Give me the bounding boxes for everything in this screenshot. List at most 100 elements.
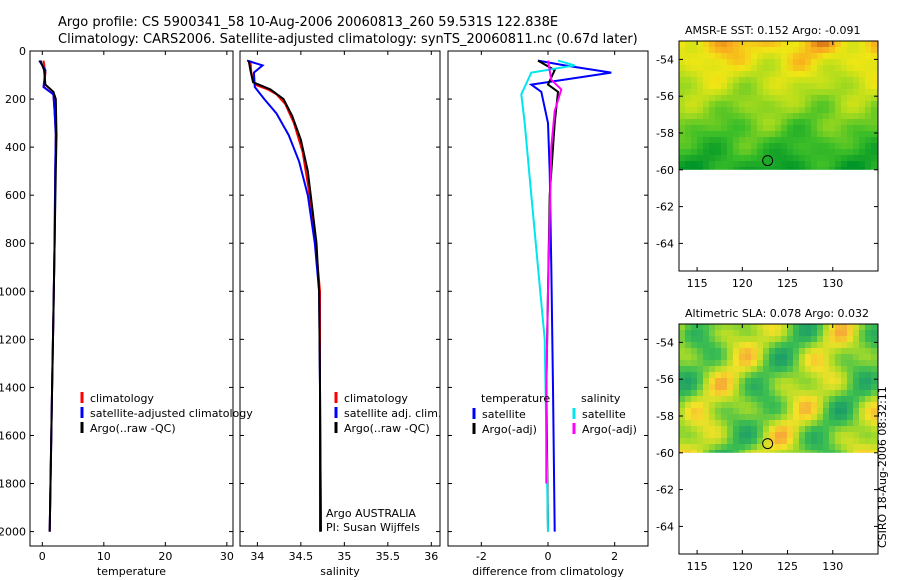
heatmap-cell: [781, 432, 787, 438]
heatmap-cell: [709, 161, 715, 167]
heatmap-cell: [745, 450, 751, 453]
heatmap-cell: [697, 354, 703, 360]
heatmap-cell: [703, 420, 709, 426]
heatmap-cell: [829, 137, 835, 143]
y-tick-label: -56: [656, 373, 674, 386]
heatmap-cell: [709, 155, 715, 161]
heatmap-cell: [685, 65, 691, 71]
heatmap-cell: [709, 354, 715, 360]
header-line-2: Climatology: CARS2006. Satellite-adjuste…: [58, 32, 638, 47]
heatmap-cell: [733, 354, 739, 360]
heatmap-cell: [859, 348, 865, 354]
heatmap-cell: [805, 65, 811, 71]
series-line: [246, 59, 321, 532]
heatmap-cell: [685, 155, 691, 161]
heatmap-cell: [679, 137, 685, 143]
heatmap-cell: [769, 149, 775, 155]
heatmap-cell: [727, 65, 733, 71]
heatmap-cell: [757, 137, 763, 143]
heatmap-cell: [763, 354, 769, 360]
heatmap-cell: [835, 119, 841, 125]
heatmap-cell: [865, 107, 871, 113]
heatmap-cell: [757, 125, 763, 131]
heatmap-cell: [757, 83, 763, 89]
heatmap-cell: [715, 77, 721, 83]
y-tick-label: 1400: [0, 381, 26, 394]
heatmap-cell: [739, 450, 745, 453]
heatmap-cell: [781, 119, 787, 125]
heatmap-cell: [739, 107, 745, 113]
heatmap-cell: [763, 131, 769, 137]
heatmap-cell: [835, 372, 841, 378]
heatmap-cell: [757, 342, 763, 348]
y-tick-label: -64: [656, 237, 674, 250]
heatmap-cell: [757, 65, 763, 71]
heatmap-cell: [865, 77, 871, 83]
heatmap-cell: [733, 83, 739, 89]
heatmap-cell: [763, 378, 769, 384]
x-tick-label: 120: [732, 560, 753, 573]
heatmap-cell: [871, 77, 877, 83]
heatmap-cell: [841, 71, 847, 77]
heatmap-cell: [715, 366, 721, 372]
heatmap-cell: [841, 444, 847, 450]
heatmap-cell: [835, 137, 841, 143]
heatmap-cell: [781, 378, 787, 384]
heatmap-cell: [751, 354, 757, 360]
heatmap-cell: [733, 402, 739, 408]
heatmap-cell: [757, 77, 763, 83]
heatmap-cell: [727, 47, 733, 53]
heatmap-cell: [697, 59, 703, 65]
heatmap-cell: [811, 53, 817, 59]
heatmap-cell: [805, 155, 811, 161]
heatmap-cell: [871, 444, 877, 450]
heatmap-cell: [865, 155, 871, 161]
heatmap-cell: [715, 137, 721, 143]
heatmap-cell: [799, 378, 805, 384]
heatmap-cell: [841, 53, 847, 59]
heatmap-cell: [751, 432, 757, 438]
heatmap-cell: [847, 360, 853, 366]
heatmap-cell: [757, 324, 763, 330]
heatmap-cell: [733, 450, 739, 453]
heatmap-cell: [751, 155, 757, 161]
heatmap-cell: [871, 360, 877, 366]
heatmap-cell: [685, 402, 691, 408]
heatmap-cell: [859, 101, 865, 107]
heatmap-cell: [847, 59, 853, 65]
x-tick-label: 130: [822, 277, 843, 290]
heatmap-cell: [679, 414, 685, 420]
heatmap-cell: [817, 53, 823, 59]
heatmap-cell: [709, 360, 715, 366]
heatmap-cell: [787, 396, 793, 402]
heatmap-cell: [871, 354, 877, 360]
heatmap-cell: [841, 83, 847, 89]
heatmap-cell: [763, 41, 769, 47]
heatmap-cell: [775, 438, 781, 444]
legend-label: climatology: [344, 392, 408, 405]
heatmap-cell: [781, 149, 787, 155]
heatmap-cell: [853, 65, 859, 71]
heatmap-cell: [691, 342, 697, 348]
heatmap-cell: [709, 107, 715, 113]
heatmap-cell: [697, 366, 703, 372]
heatmap-cell: [853, 47, 859, 53]
heatmap-cell: [847, 149, 853, 155]
heatmap-cell: [817, 402, 823, 408]
heatmap-cell: [691, 155, 697, 161]
heatmap-cell: [799, 432, 805, 438]
heatmap-cell: [853, 378, 859, 384]
heatmap-cell: [817, 414, 823, 420]
heatmap-cell: [829, 450, 835, 453]
heatmap-cell: [745, 336, 751, 342]
heatmap-cell: [685, 414, 691, 420]
heatmap-cell: [691, 65, 697, 71]
heatmap-cell: [853, 53, 859, 59]
heatmap-cell: [871, 83, 877, 89]
heatmap-cell: [721, 131, 727, 137]
heatmap-cell: [685, 83, 691, 89]
heatmap-cell: [823, 384, 829, 390]
heatmap-cell: [841, 155, 847, 161]
heatmap-cell: [829, 390, 835, 396]
heatmap-cell: [775, 348, 781, 354]
